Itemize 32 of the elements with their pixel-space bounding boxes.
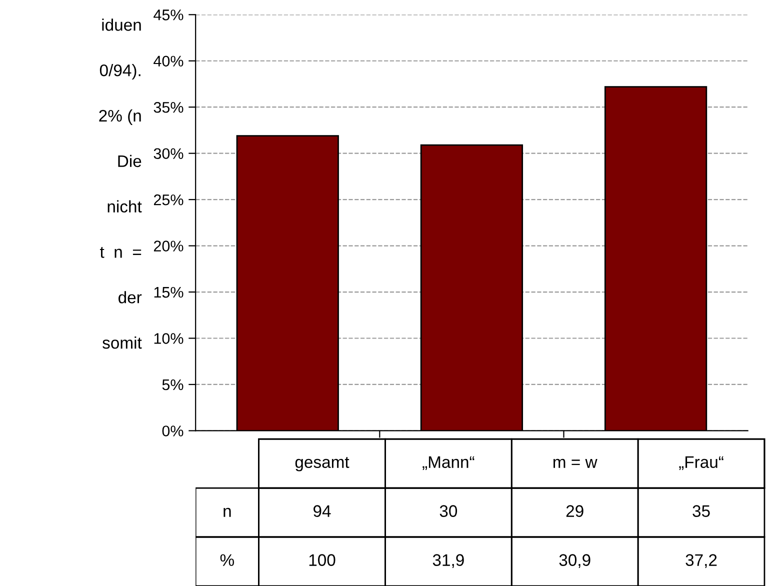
data-label: 100 — [309, 554, 336, 566]
y-tick-label: 30% — [154, 148, 184, 160]
text: der — [118, 291, 142, 304]
data-label: 35 — [692, 505, 710, 517]
text: somit — [102, 336, 142, 349]
data-label: 30 — [440, 505, 458, 517]
text: Die — [118, 154, 142, 168]
y-tick-label: 35% — [154, 102, 184, 113]
text: % — [220, 554, 234, 566]
text: 2% (n — [99, 109, 141, 125]
category-label: „Frau“ — [679, 456, 724, 470]
y-tick-label: 20% — [154, 240, 184, 252]
y-tick-label: 25% — [154, 194, 184, 206]
text: iduen — [102, 18, 141, 31]
data-label: 29 — [566, 505, 584, 517]
data-label: 94 — [314, 505, 331, 517]
y-tick-label: 15% — [154, 286, 184, 298]
text: nicht — [108, 200, 142, 213]
category-label: gesamt — [295, 457, 350, 472]
data-label: 30,9 — [559, 554, 590, 568]
data-label: 31,9 — [432, 554, 464, 568]
category-label: m = w — [553, 458, 598, 468]
text: n — [224, 508, 231, 517]
y-tick-label: 5% — [162, 379, 184, 390]
y-tick-label: 40% — [154, 56, 184, 67]
data-label: 37,2 — [686, 554, 717, 568]
text: 0/94). — [100, 64, 140, 80]
category-label: „Mann“ — [422, 456, 474, 470]
text: t n = — [100, 246, 142, 258]
y-tick-label: 45% — [154, 10, 184, 20]
y-tick-label: 0% — [162, 426, 184, 436]
y-tick-label: 10% — [154, 333, 184, 344]
